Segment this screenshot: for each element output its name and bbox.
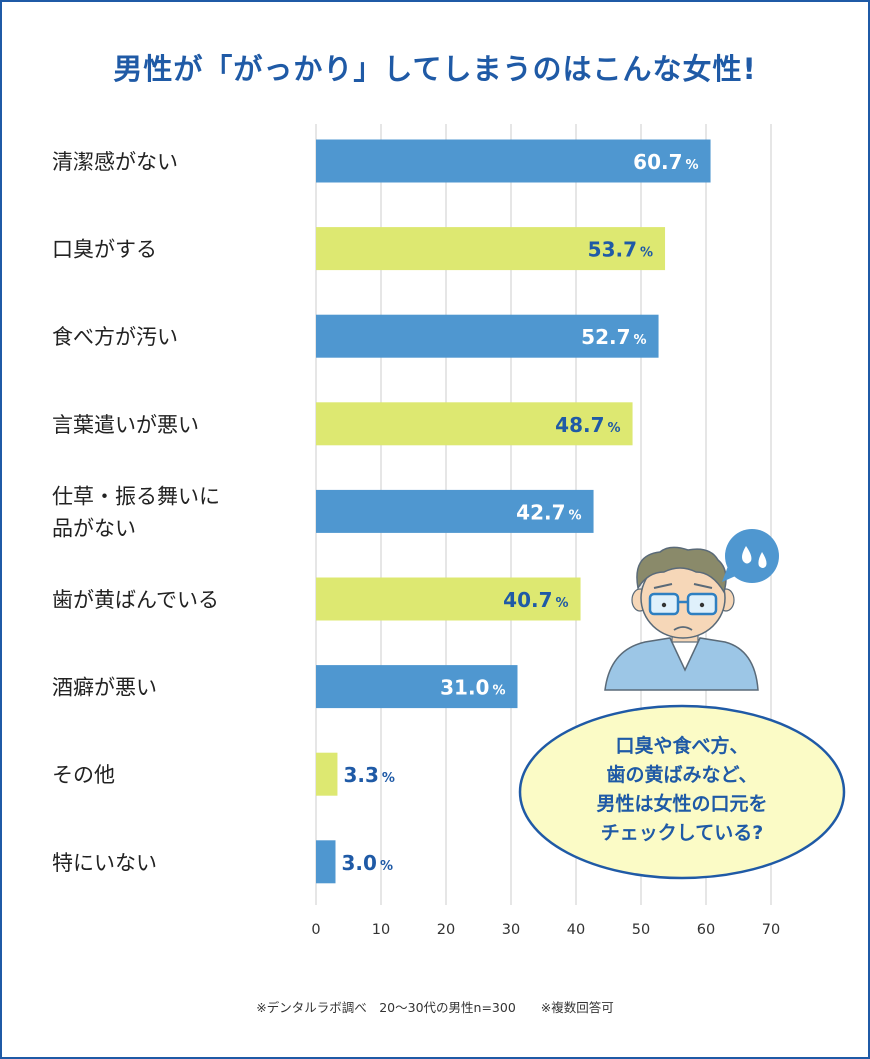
sweat-drop-icon [722, 529, 779, 583]
data-label-unit: % [492, 684, 505, 699]
x-tick-label: 20 [437, 922, 455, 938]
worried-man-icon [604, 546, 759, 691]
callout-line-2: 歯の黄ばみなど、 [606, 763, 757, 786]
callout-bubble: 口臭や食べ方、 歯の黄ばみなど、 男性は女性の口元を チェックしている? [518, 704, 846, 880]
bar [316, 752, 338, 796]
bar [316, 227, 666, 271]
data-label: 3.3% [343, 763, 394, 787]
bars: 60.7 %53.7 %52.7 %48.7 %42.7 %40.7 %31.0 %3.3 %3… [316, 139, 711, 884]
data-label-unit: % [634, 333, 647, 348]
data-label-unit: % [380, 859, 393, 874]
data-label-unit: % [569, 508, 582, 523]
bar [316, 139, 711, 183]
data-label: 60.7% [633, 150, 698, 174]
category-label: その他 [52, 763, 115, 787]
data-label-value: 31.0 [440, 676, 489, 700]
category-label: 酒癖が悪い [52, 676, 157, 700]
data-label: 40.7% [503, 588, 568, 612]
data-label-value: 48.7 [555, 413, 604, 437]
data-label-value: 53.7 [588, 238, 637, 262]
callout-line-4: チェックしている? [601, 822, 763, 844]
data-label-value: 3.3 [343, 763, 378, 787]
data-label: 52.7% [581, 325, 646, 349]
x-tick-label: 60 [697, 922, 715, 938]
x-tick-label: 40 [567, 922, 585, 938]
category-label: 清潔感がない [52, 150, 178, 174]
data-label-unit: % [686, 158, 699, 173]
x-tick-label: 10 [372, 922, 390, 938]
data-label: 31.0% [440, 676, 505, 700]
category-label: 歯が黄ばんでいる [52, 588, 219, 612]
footer-note: ※デンタルラボ調べ 20〜30代の男性n=300 ※複数回答可 [256, 1000, 614, 1015]
callout-line-1: 口臭や食べ方、 [615, 734, 748, 757]
bar [316, 489, 594, 533]
category-labels: 清潔感がない口臭がする食べ方が汚い言葉遣いが悪い仕草・振る舞いに品がない歯が黄ば… [52, 150, 220, 875]
data-label: 53.7% [588, 238, 653, 262]
bar [316, 665, 518, 709]
x-tick-label: 0 [311, 922, 320, 938]
data-label-unit: % [382, 771, 395, 786]
data-label-value: 60.7 [633, 150, 682, 174]
data-label-unit: % [556, 596, 569, 611]
category-label: 口臭がする [52, 238, 157, 262]
category-label: 食べ方が汚い [52, 325, 178, 349]
data-label-unit: % [608, 421, 621, 436]
data-label-unit: % [640, 246, 653, 261]
data-label: 48.7% [555, 413, 620, 437]
data-label-value: 42.7 [516, 500, 565, 524]
x-tick-label: 50 [632, 922, 650, 938]
x-tick-label: 30 [502, 922, 520, 938]
x-tick-labels: 0 10 20 30 40 50 60 70 [311, 922, 780, 938]
category-label: 仕草・振る舞いに品がない [52, 484, 220, 540]
category-label: 言葉遣いが悪い [52, 413, 199, 437]
data-label-value: 3.0 [342, 851, 377, 875]
bar [316, 577, 581, 621]
bar [316, 314, 659, 358]
data-label: 3.0% [342, 851, 393, 875]
chart-title: 男性が「がっかり」してしまうのはこんな女性! [113, 52, 757, 86]
bar [316, 840, 336, 884]
data-label-value: 52.7 [581, 325, 630, 349]
data-label: 42.7% [516, 500, 581, 524]
callout-line-3: 男性は女性の口元を [596, 792, 767, 815]
category-label: 特にいない [52, 851, 157, 875]
bar [316, 402, 633, 446]
data-label-value: 40.7 [503, 588, 552, 612]
x-tick-label: 70 [762, 922, 780, 938]
